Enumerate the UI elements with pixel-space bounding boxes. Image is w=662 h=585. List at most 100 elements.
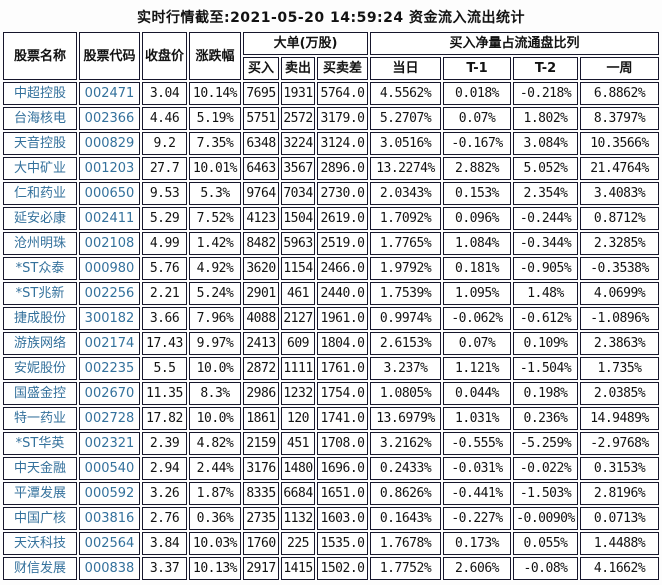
- buy-sell-diff-cell: 3179.0: [317, 107, 369, 130]
- buy-sell-diff-cell: 1708.0: [317, 432, 369, 455]
- col-header-stock-code: 股票代码: [79, 32, 140, 80]
- day-ratio-cell: 3.0516%: [370, 132, 442, 155]
- change-pct-cell: 1.42%: [189, 232, 241, 255]
- sell-cell: 1504: [281, 207, 315, 230]
- week-ratio-cell: -2.9768%: [580, 432, 660, 455]
- week-ratio-cell: 4.1662%: [580, 557, 660, 580]
- buy-sell-diff-cell: 2619.0: [317, 207, 369, 230]
- day-ratio-cell: 4.5562%: [370, 82, 442, 105]
- sell-cell: 1931: [281, 82, 315, 105]
- day-ratio-cell: 13.6979%: [370, 407, 442, 430]
- buy-sell-diff-cell: 1603.0: [317, 507, 369, 530]
- close-price-cell: 17.43: [142, 332, 187, 355]
- stock-code-cell: 001203: [79, 157, 140, 180]
- change-pct-cell: 5.19%: [189, 107, 241, 130]
- t1-ratio-cell: 2.606%: [443, 557, 512, 580]
- change-pct-cell: 7.35%: [189, 132, 241, 155]
- sell-cell: 1415: [281, 557, 315, 580]
- buy-cell: 5751: [243, 107, 279, 130]
- week-ratio-cell: 2.3863%: [580, 332, 660, 355]
- day-ratio-cell: 13.2274%: [370, 157, 442, 180]
- t1-ratio-cell: 2.882%: [443, 157, 512, 180]
- change-pct-cell: 7.96%: [189, 307, 241, 330]
- col-header-t2: T-2: [513, 57, 579, 80]
- change-pct-cell: 2.44%: [189, 457, 241, 480]
- week-ratio-cell: 4.0699%: [580, 282, 660, 305]
- buy-sell-diff-cell: 1761.0: [317, 357, 369, 380]
- t1-ratio-cell: 0.096%: [443, 207, 512, 230]
- stock-code-cell: 300182: [79, 307, 140, 330]
- week-ratio-cell: 2.3285%: [580, 232, 660, 255]
- stock-code-cell: 002471: [79, 82, 140, 105]
- stock-name-cell: 游族网络: [3, 332, 77, 355]
- buy-cell: 6348: [243, 132, 279, 155]
- table-row: *ST众泰 000980 5.76 4.92% 3620 1154 2466.0 1.9792…: [3, 257, 660, 280]
- t2-ratio-cell: -0.344%: [513, 232, 579, 255]
- close-price-cell: 3.04: [142, 82, 187, 105]
- buy-cell: 7695: [243, 82, 279, 105]
- t2-ratio-cell: -1.503%: [513, 482, 579, 505]
- col-header-t1: T-1: [443, 57, 512, 80]
- t1-ratio-cell: 0.181%: [443, 257, 512, 280]
- stock-name-cell: 天沃科技: [3, 532, 77, 555]
- col-header-stock-name: 股票名称: [3, 32, 77, 80]
- buy-cell: 2872: [243, 357, 279, 380]
- close-price-cell: 5.29: [142, 207, 187, 230]
- t1-ratio-cell: 1.095%: [443, 282, 512, 305]
- stock-code-cell: 000650: [79, 182, 140, 205]
- stock-name-cell: 国盛金控: [3, 382, 77, 405]
- day-ratio-cell: 1.9792%: [370, 257, 442, 280]
- stock-name-cell: 大中矿业: [3, 157, 77, 180]
- change-pct-cell: 1.87%: [189, 482, 241, 505]
- day-ratio-cell: 0.2433%: [370, 457, 442, 480]
- t2-ratio-cell: 3.084%: [513, 132, 579, 155]
- buy-sell-diff-cell: 1535.0: [317, 532, 369, 555]
- week-ratio-cell: 3.4083%: [580, 182, 660, 205]
- stock-name-cell: 捷成股份: [3, 307, 77, 330]
- t2-ratio-cell: 0.055%: [513, 532, 579, 555]
- t2-ratio-cell: -0.08%: [513, 557, 579, 580]
- t2-ratio-cell: -0.905%: [513, 257, 579, 280]
- buy-cell: 2917: [243, 557, 279, 580]
- col-header-day: 当日: [370, 57, 442, 80]
- day-ratio-cell: 0.8626%: [370, 482, 442, 505]
- stock-name-cell: 台海核电: [3, 107, 77, 130]
- t1-ratio-cell: 0.018%: [443, 82, 512, 105]
- change-pct-cell: 4.82%: [189, 432, 241, 455]
- t1-ratio-cell: -0.441%: [443, 482, 512, 505]
- buy-sell-diff-cell: 2440.0: [317, 282, 369, 305]
- stock-code-cell: 000592: [79, 482, 140, 505]
- t2-ratio-cell: 0.198%: [513, 382, 579, 405]
- week-ratio-cell: 6.8862%: [580, 82, 660, 105]
- t2-ratio-cell: 1.48%: [513, 282, 579, 305]
- change-pct-cell: 0.36%: [189, 507, 241, 530]
- t2-ratio-cell: -1.504%: [513, 357, 579, 380]
- t2-ratio-cell: 0.236%: [513, 407, 579, 430]
- stock-name-cell: *ST众泰: [3, 257, 77, 280]
- table-row: 中国广核 003816 2.76 0.36% 2735 1132 1603.0 0.1643%…: [3, 507, 660, 530]
- day-ratio-cell: 1.7539%: [370, 282, 442, 305]
- buy-cell: 2901: [243, 282, 279, 305]
- day-ratio-cell: 3.237%: [370, 357, 442, 380]
- buy-sell-diff-cell: 3124.0: [317, 132, 369, 155]
- sell-cell: 225: [281, 532, 315, 555]
- t2-ratio-cell: 5.052%: [513, 157, 579, 180]
- week-ratio-cell: 8.3797%: [580, 107, 660, 130]
- buy-sell-diff-cell: 2466.0: [317, 257, 369, 280]
- day-ratio-cell: 1.7752%: [370, 557, 442, 580]
- table-row: 捷成股份 300182 3.66 7.96% 4088 2127 1961.0 0.9974%…: [3, 307, 660, 330]
- stock-code-cell: 000980: [79, 257, 140, 280]
- week-ratio-cell: 2.8196%: [580, 482, 660, 505]
- t2-ratio-cell: 0.109%: [513, 332, 579, 355]
- table-row: *ST华英 002321 2.39 4.82% 2159 451 1708.0 3.2162%…: [3, 432, 660, 455]
- buy-sell-diff-cell: 1502.0: [317, 557, 369, 580]
- stock-code-cell: 002728: [79, 407, 140, 430]
- table-row: 国盛金控 002670 11.35 8.3% 2986 1232 1754.0 1.0805%…: [3, 382, 660, 405]
- t1-ratio-cell: 0.044%: [443, 382, 512, 405]
- stock-code-cell: 003816: [79, 507, 140, 530]
- table-row: 中超控股 002471 3.04 10.14% 7695 1931 5764.0 4.5562…: [3, 82, 660, 105]
- change-pct-cell: 8.3%: [189, 382, 241, 405]
- buy-sell-diff-cell: 1696.0: [317, 457, 369, 480]
- week-ratio-cell: -0.3538%: [580, 257, 660, 280]
- table-row: 中天金融 000540 2.94 2.44% 3176 1480 1696.0 0.2433%…: [3, 457, 660, 480]
